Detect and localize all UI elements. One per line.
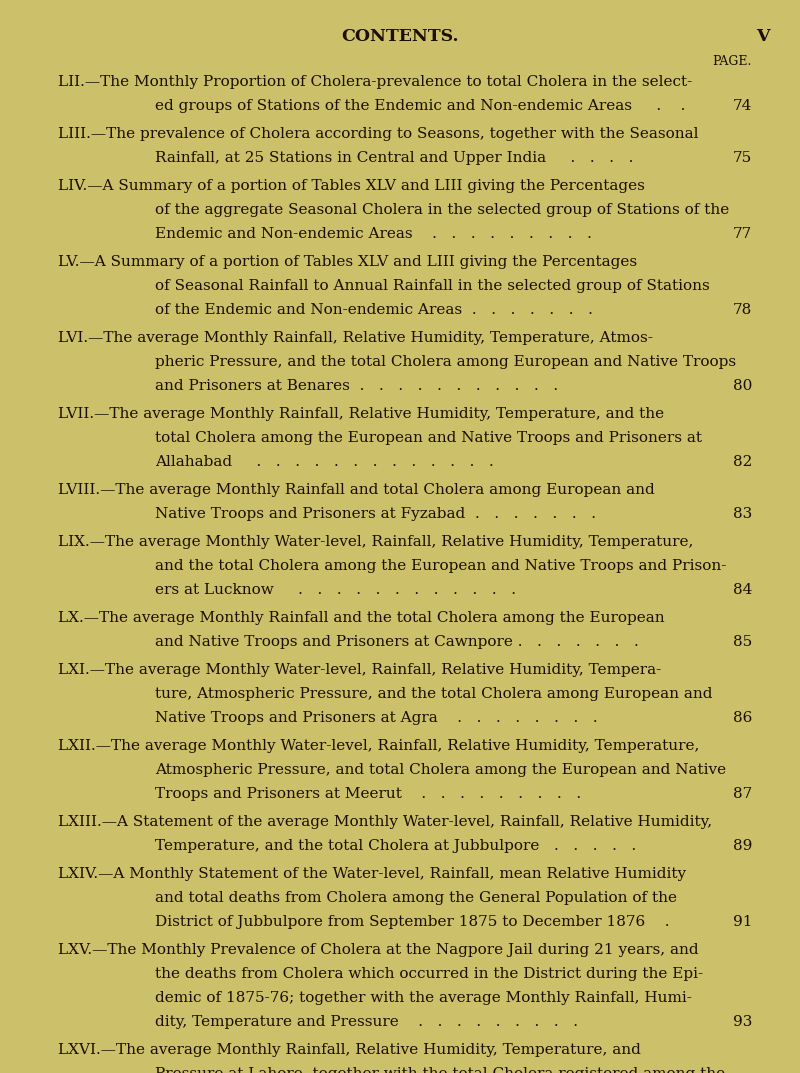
Text: demic of 1875-76; together with the average Monthly Rainfall, Humi-: demic of 1875-76; together with the aver… bbox=[155, 991, 692, 1005]
Text: Endemic and Non-endemic Areas    .   .   .   .   .   .   .   .   .: Endemic and Non-endemic Areas . . . . . … bbox=[155, 227, 592, 241]
Text: PAGE.: PAGE. bbox=[713, 55, 752, 68]
Text: LVII.—The average Monthly Rainfall, Relative Humidity, Temperature, and the: LVII.—The average Monthly Rainfall, Rela… bbox=[58, 407, 664, 421]
Text: of the aggregate Seasonal Cholera in the selected group of Stations of the: of the aggregate Seasonal Cholera in the… bbox=[155, 203, 730, 217]
Text: Troops and Prisoners at Meerut    .   .   .   .   .   .   .   .   .: Troops and Prisoners at Meerut . . . . .… bbox=[155, 787, 581, 802]
Text: Pressure at Lahore, together with the total Cholera registered among the: Pressure at Lahore, together with the to… bbox=[155, 1067, 725, 1073]
Text: of the Endemic and Non-endemic Areas  .   .   .   .   .   .   .: of the Endemic and Non-endemic Areas . .… bbox=[155, 303, 593, 317]
Text: LVIII.—The average Monthly Rainfall and total Cholera among European and: LVIII.—The average Monthly Rainfall and … bbox=[58, 483, 654, 497]
Text: total Cholera among the European and Native Troops and Prisoners at: total Cholera among the European and Nat… bbox=[155, 431, 702, 445]
Text: Allahabad     .   .   .   .   .   .   .   .   .   .   .   .   .: Allahabad . . . . . . . . . . . . . bbox=[155, 455, 494, 469]
Text: LXVI.—The average Monthly Rainfall, Relative Humidity, Temperature, and: LXVI.—The average Monthly Rainfall, Rela… bbox=[58, 1043, 641, 1057]
Text: and total deaths from Cholera among the General Population of the: and total deaths from Cholera among the … bbox=[155, 891, 677, 905]
Text: 85: 85 bbox=[733, 635, 752, 649]
Text: LX.—The average Monthly Rainfall and the total Cholera among the European: LX.—The average Monthly Rainfall and the… bbox=[58, 611, 665, 624]
Text: and Native Troops and Prisoners at Cawnpore .   .   .   .   .   .   .: and Native Troops and Prisoners at Cawnp… bbox=[155, 635, 638, 649]
Text: Native Troops and Prisoners at Agra    .   .   .   .   .   .   .   .: Native Troops and Prisoners at Agra . . … bbox=[155, 711, 598, 725]
Text: pheric Pressure, and the total Cholera among European and Native Troops: pheric Pressure, and the total Cholera a… bbox=[155, 355, 736, 369]
Text: ed groups of Stations of the Endemic and Non-endemic Areas     .    .: ed groups of Stations of the Endemic and… bbox=[155, 99, 686, 113]
Text: 82: 82 bbox=[733, 455, 752, 469]
Text: LIV.—A Summary of a portion of Tables XLV and LIII giving the Percentages: LIV.—A Summary of a portion of Tables XL… bbox=[58, 179, 645, 193]
Text: Temperature, and the total Cholera at Jubbulpore   .   .   .   .   .: Temperature, and the total Cholera at Ju… bbox=[155, 839, 636, 853]
Text: dity, Temperature and Pressure    .   .   .   .   .   .   .   .   .: dity, Temperature and Pressure . . . . .… bbox=[155, 1015, 578, 1029]
Text: Atmospheric Pressure, and total Cholera among the European and Native: Atmospheric Pressure, and total Cholera … bbox=[155, 763, 726, 777]
Text: LV.—A Summary of a portion of Tables XLV and LIII giving the Percentages: LV.—A Summary of a portion of Tables XLV… bbox=[58, 255, 637, 269]
Text: LXIII.—A Statement of the average Monthly Water-level, Rainfall, Relative Humidi: LXIII.—A Statement of the average Monthl… bbox=[58, 815, 712, 829]
Text: LXI.—The average Monthly Water-level, Rainfall, Relative Humidity, Tempera-: LXI.—The average Monthly Water-level, Ra… bbox=[58, 663, 662, 677]
Text: LIII.—The prevalence of Cholera according to Seasons, together with the Seasonal: LIII.—The prevalence of Cholera accordin… bbox=[58, 127, 698, 141]
Text: 86: 86 bbox=[733, 711, 752, 725]
Text: 78: 78 bbox=[733, 303, 752, 317]
Text: the deaths from Cholera which occurred in the District during the Epi-: the deaths from Cholera which occurred i… bbox=[155, 967, 703, 981]
Text: LXV.—The Monthly Prevalence of Cholera at the Nagpore Jail during 21 years, and: LXV.—The Monthly Prevalence of Cholera a… bbox=[58, 943, 698, 957]
Text: LIX.—The average Monthly Water-level, Rainfall, Relative Humidity, Temperature,: LIX.—The average Monthly Water-level, Ra… bbox=[58, 535, 694, 549]
Text: Rainfall, at 25 Stations in Central and Upper India     .   .   .   .: Rainfall, at 25 Stations in Central and … bbox=[155, 151, 634, 165]
Text: ture, Atmospheric Pressure, and the total Cholera among European and: ture, Atmospheric Pressure, and the tota… bbox=[155, 687, 713, 701]
Text: 80: 80 bbox=[733, 379, 752, 393]
Text: ers at Lucknow     .   .   .   .   .   .   .   .   .   .   .   .: ers at Lucknow . . . . . . . . . . . . bbox=[155, 583, 516, 597]
Text: of Seasonal Rainfall to Annual Rainfall in the selected group of Stations: of Seasonal Rainfall to Annual Rainfall … bbox=[155, 279, 710, 293]
Text: and Prisoners at Benares  .   .   .   .   .   .   .   .   .   .   .: and Prisoners at Benares . . . . . . . .… bbox=[155, 379, 558, 393]
Text: 89: 89 bbox=[733, 839, 752, 853]
Text: LVI.—The average Monthly Rainfall, Relative Humidity, Temperature, Atmos-: LVI.—The average Monthly Rainfall, Relat… bbox=[58, 330, 653, 346]
Text: V: V bbox=[757, 28, 770, 45]
Text: LXII.—The average Monthly Water-level, Rainfall, Relative Humidity, Temperature,: LXII.—The average Monthly Water-level, R… bbox=[58, 739, 699, 753]
Text: CONTENTS.: CONTENTS. bbox=[342, 28, 458, 45]
Text: District of Jubbulpore from September 1875 to December 1876    .: District of Jubbulpore from September 18… bbox=[155, 915, 670, 929]
Text: 87: 87 bbox=[733, 787, 752, 802]
Text: 75: 75 bbox=[733, 151, 752, 165]
Text: LII.—The Monthly Proportion of Cholera-prevalence to total Cholera in the select: LII.—The Monthly Proportion of Cholera-p… bbox=[58, 75, 692, 89]
Text: and the total Cholera among the European and Native Troops and Prison-: and the total Cholera among the European… bbox=[155, 559, 726, 573]
Text: 93: 93 bbox=[733, 1015, 752, 1029]
Text: Native Troops and Prisoners at Fyzabad  .   .   .   .   .   .   .: Native Troops and Prisoners at Fyzabad .… bbox=[155, 508, 596, 521]
Text: LXIV.—A Monthly Statement of the Water-level, Rainfall, mean Relative Humidity: LXIV.—A Monthly Statement of the Water-l… bbox=[58, 867, 686, 881]
Text: 83: 83 bbox=[733, 508, 752, 521]
Text: 77: 77 bbox=[733, 227, 752, 241]
Text: 91: 91 bbox=[733, 915, 752, 929]
Text: 74: 74 bbox=[733, 99, 752, 113]
Text: 84: 84 bbox=[733, 583, 752, 597]
